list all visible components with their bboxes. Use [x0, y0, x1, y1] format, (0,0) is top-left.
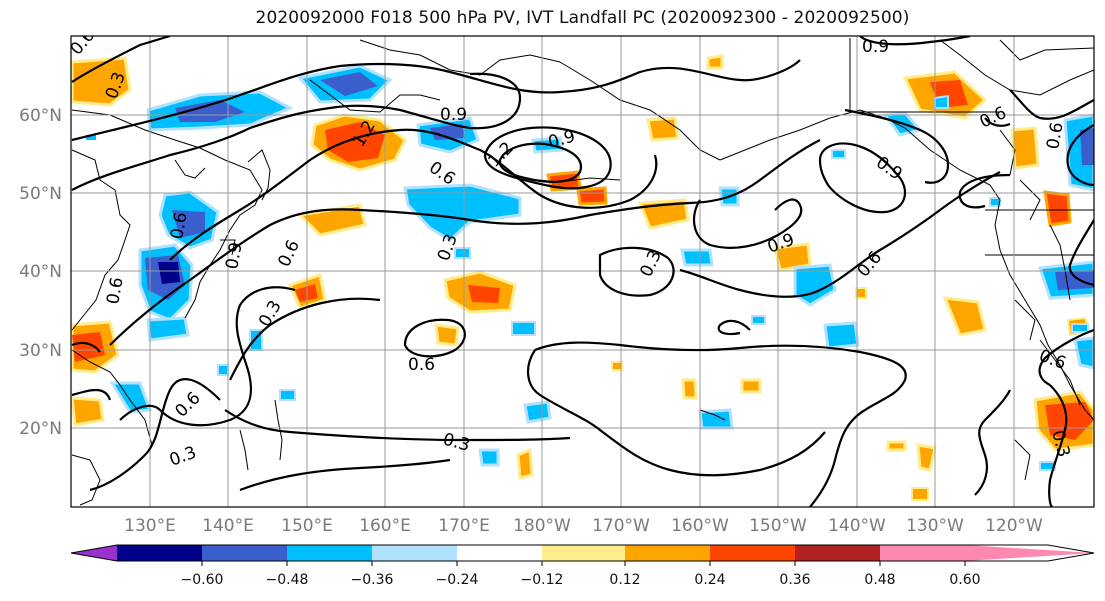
lat-label: 30°N: [19, 341, 62, 361]
colorbar-segment: [287, 545, 372, 561]
lon-label: 160°W: [671, 516, 729, 536]
colorbar-tick-label: −0.36: [351, 572, 394, 588]
colorbar: −0.60 −0.48 −0.36 −0.24 −0.12 0.12 0.24 …: [70, 544, 1095, 588]
lon-label: 170°E: [438, 516, 490, 536]
lat-axis: 60°N 50°N 40°N 30°N 20°N: [19, 106, 62, 439]
colorbar-tick-label: 0.24: [694, 572, 725, 588]
colorbar-tick-label: −0.12: [521, 572, 564, 588]
lon-label: 120°W: [985, 516, 1043, 536]
lat-label: 20°N: [19, 419, 62, 439]
map-title: 2020092000 F018 500 hPa PV, IVT Landfall…: [255, 8, 910, 28]
colorbar-tick-label: 0.60: [949, 572, 980, 588]
lon-label: 130°E: [124, 516, 176, 536]
colorbar-tick-label: −0.24: [436, 572, 479, 588]
colorbar-segment: [372, 545, 457, 561]
colorbar-segment: [202, 545, 287, 561]
colorbar-segment: [542, 545, 625, 561]
lon-label: 150°E: [281, 516, 333, 536]
contour-label: 0.6: [103, 276, 127, 306]
colorbar-segment: [457, 545, 542, 561]
lon-label: 130°W: [906, 516, 964, 536]
colorbar-tick-label: 0.36: [779, 572, 810, 588]
colorbar-tick-label: 0.48: [864, 572, 895, 588]
pv-shading: [71, 54, 1094, 501]
lon-axis: 130°E 140°E 150°E 160°E 170°E 180°W 170°…: [124, 516, 1043, 536]
lon-label: 180°W: [513, 516, 571, 536]
lon-label: 140°E: [202, 516, 254, 536]
contour-label: 0.9: [222, 241, 246, 271]
lat-label: 40°N: [19, 262, 62, 282]
lon-label: 170°W: [592, 516, 650, 536]
colorbar-tick-label: −0.60: [181, 572, 224, 588]
gridlines: [71, 36, 1094, 507]
colorbar-segment: [117, 545, 202, 561]
map-panel: 0.6 0.3 0.9 1.2 0.6 0.9 1.2 0.9 0.6 0.6 …: [71, 36, 1094, 507]
map-frame: [70, 35, 1095, 508]
colorbar-tick-label: −0.48: [266, 572, 309, 588]
contour-label: 0.6: [167, 211, 191, 241]
pv-contours: [71, 36, 1094, 507]
lon-label: 140°W: [828, 516, 886, 536]
lat-label: 50°N: [19, 184, 62, 204]
contour-label: 0.9: [862, 37, 889, 57]
contour-label: 0.9: [440, 105, 467, 125]
colorbar-segment: [710, 545, 795, 561]
contour-label: 0.6: [1043, 121, 1067, 151]
contour-label: 0.6: [408, 355, 435, 375]
lon-label: 150°W: [749, 516, 807, 536]
lon-label: 160°E: [359, 516, 411, 536]
colorbar-left-extension: [71, 545, 117, 561]
colorbar-tick-label: 0.12: [609, 572, 640, 588]
colorbar-ticks: [201, 561, 966, 566]
colorbar-right-extension: [965, 545, 1094, 561]
colorbar-segment: [880, 545, 965, 561]
lat-label: 60°N: [19, 106, 62, 126]
colorbar-segment: [625, 545, 710, 561]
colorbar-segment: [795, 545, 880, 561]
